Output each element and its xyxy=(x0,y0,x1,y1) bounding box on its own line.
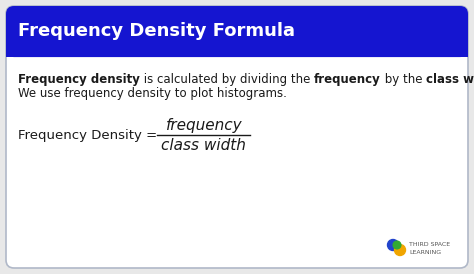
Text: THIRD SPACE: THIRD SPACE xyxy=(409,241,450,247)
FancyBboxPatch shape xyxy=(6,6,468,268)
Circle shape xyxy=(393,241,401,249)
Text: is calculated by dividing the: is calculated by dividing the xyxy=(140,73,314,85)
Text: frequency: frequency xyxy=(165,118,242,133)
Circle shape xyxy=(388,239,399,250)
Text: We use frequency density to plot histograms.: We use frequency density to plot histogr… xyxy=(18,87,287,99)
Text: Frequency density: Frequency density xyxy=(18,73,140,85)
Text: frequency: frequency xyxy=(314,73,381,85)
Text: Frequency Density =: Frequency Density = xyxy=(18,129,161,142)
Text: class width: class width xyxy=(161,138,246,153)
Bar xyxy=(6,47,468,57)
Text: Frequency Density Formula: Frequency Density Formula xyxy=(18,22,295,39)
Text: by the: by the xyxy=(381,73,426,85)
FancyBboxPatch shape xyxy=(6,6,468,57)
Circle shape xyxy=(394,244,405,255)
Text: LEARNING: LEARNING xyxy=(409,250,441,255)
Text: class width: class width xyxy=(426,73,474,85)
